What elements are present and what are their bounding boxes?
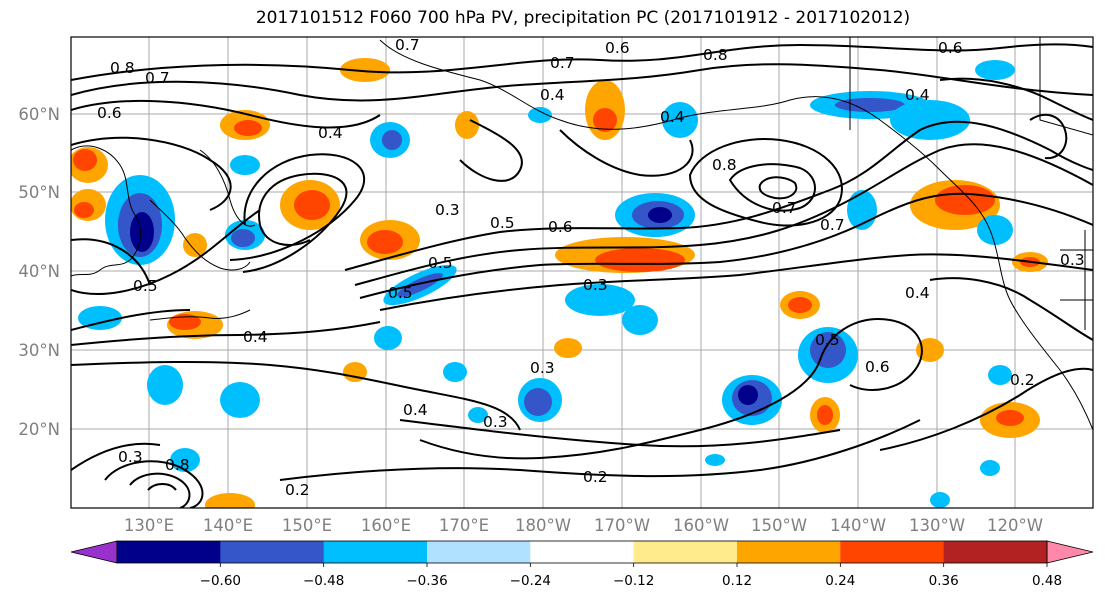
map-title: 2017101512 F060 700 hPa PV, precipitatio…: [255, 8, 911, 28]
map-border: [70, 36, 1094, 509]
contour-label: 0.5: [490, 214, 515, 232]
contour-label: 0.2: [1010, 371, 1035, 389]
contour-label: 0.7: [820, 216, 845, 234]
precipitation-shading: [71, 58, 1048, 508]
contour-label: 0.4: [905, 284, 930, 302]
colorbar-segments: [117, 541, 1048, 563]
contour-label: 0.4: [403, 401, 428, 419]
longitude-labels: 130°E 140°E 150°E 160°E 170°E 180°W 170°…: [124, 516, 1043, 535]
contour-label: 0.5: [428, 254, 453, 272]
contour-label: 0.3: [118, 448, 143, 466]
colorbar-frame: [116, 540, 1048, 564]
colorbar-tick-label: 0.36: [929, 573, 959, 589]
colorbar-segment: [220, 541, 325, 563]
lat-label-20n: 20°N: [18, 420, 60, 439]
lon-label-170w: 170°W: [594, 516, 650, 535]
contour-label: 0.8: [703, 46, 728, 64]
contour-label: 0.7: [772, 199, 797, 217]
coastlines: [71, 37, 1093, 431]
contour-label: 0.6: [938, 39, 963, 57]
contour-label: 0.7: [395, 36, 420, 54]
colorbar-tick-label: 0.48: [1032, 573, 1062, 589]
colorbar-segment: [840, 541, 945, 563]
colorbar-segment: [323, 541, 428, 563]
contour-label: 0.4: [905, 86, 930, 104]
lon-label-150w: 150°W: [751, 516, 807, 535]
colorbar-tick-label: −0.60: [200, 573, 241, 589]
contour-label: 0.4: [318, 124, 343, 142]
contour-label: 0.6: [97, 104, 122, 122]
contour-label: 0.3: [583, 276, 608, 294]
lon-label-170e: 170°E: [439, 516, 489, 535]
colorbar-max-arrow: [1046, 540, 1094, 564]
contour-label: 0.2: [285, 481, 310, 499]
contour-label: 0.4: [540, 86, 565, 104]
colorbar-tick-label: −0.12: [613, 573, 654, 589]
lat-label-50n: 50°N: [18, 183, 60, 202]
colorbar-ticks: −0.60 −0.48 −0.36 −0.24 −0.12 0.12 0.24 0.36 0.4…: [200, 563, 1062, 589]
colorbar-tick-label: −0.36: [406, 573, 447, 589]
contour-label: 0.8: [712, 156, 737, 174]
pv-contours: [71, 43, 1093, 508]
colorbar-tick-label: 0.24: [825, 573, 855, 589]
latitude-labels: 60°N 50°N 40°N 30°N 20°N: [18, 105, 60, 439]
contour-label: 0.8: [165, 456, 190, 474]
colorbar: −0.60 −0.48 −0.36 −0.24 −0.12 0.12 0.24 0.36 0.4…: [70, 540, 1094, 589]
contour-label: 0.7: [550, 54, 575, 72]
lat-label-30n: 30°N: [18, 341, 60, 360]
lon-label-140e: 140°E: [203, 516, 253, 535]
contour-label: 0.5: [133, 277, 158, 295]
contour-label: 0.5: [815, 331, 840, 349]
lon-label-140w: 140°W: [830, 516, 886, 535]
lon-label-180w: 180°W: [515, 516, 571, 535]
lon-label-130w: 130°W: [909, 516, 965, 535]
lat-label-40n: 40°N: [18, 262, 60, 281]
lon-label-120w: 120°W: [987, 516, 1043, 535]
colorbar-segment: [530, 541, 635, 563]
colorbar-segment: [737, 541, 841, 563]
contour-label: 0.5: [388, 284, 413, 302]
colorbar-segment: [117, 541, 221, 563]
colorbar-segment: [427, 541, 531, 563]
lon-label-130e: 130°E: [124, 516, 174, 535]
contour-label: 0.6: [605, 39, 630, 57]
colorbar-tick-label: −0.24: [510, 573, 551, 589]
contour-label: 0.3: [1060, 251, 1085, 269]
lon-label-160e: 160°E: [361, 516, 411, 535]
colorbar-min-arrow: [70, 540, 118, 564]
contour-label: 0.3: [435, 201, 460, 219]
contour-label: 0.3: [483, 413, 508, 431]
contour-label: 0.4: [243, 328, 268, 346]
contour-label: 0.4: [660, 108, 685, 126]
lon-label-160w: 160°W: [673, 516, 729, 535]
colorbar-tick-label: 0.12: [722, 573, 752, 589]
contour-label: 0.7: [145, 69, 170, 87]
lat-label-60n: 60°N: [18, 105, 60, 124]
contour-label-group: 0.8 0.7 0.6 0.7 0.4 0.6 0.4 0.8 0.7 0.4 …: [97, 36, 1085, 499]
colorbar-segment: [633, 541, 738, 563]
contour-label: 0.6: [865, 358, 890, 376]
colorbar-segment: [943, 541, 1048, 563]
contour-label: 0.8: [110, 59, 135, 77]
colorbar-tick-label: −0.48: [303, 573, 344, 589]
lon-label-150e: 150°E: [282, 516, 332, 535]
contour-label: 0.3: [530, 359, 555, 377]
contour-label: 0.6: [548, 218, 573, 236]
contour-label: 0.2: [583, 468, 608, 486]
